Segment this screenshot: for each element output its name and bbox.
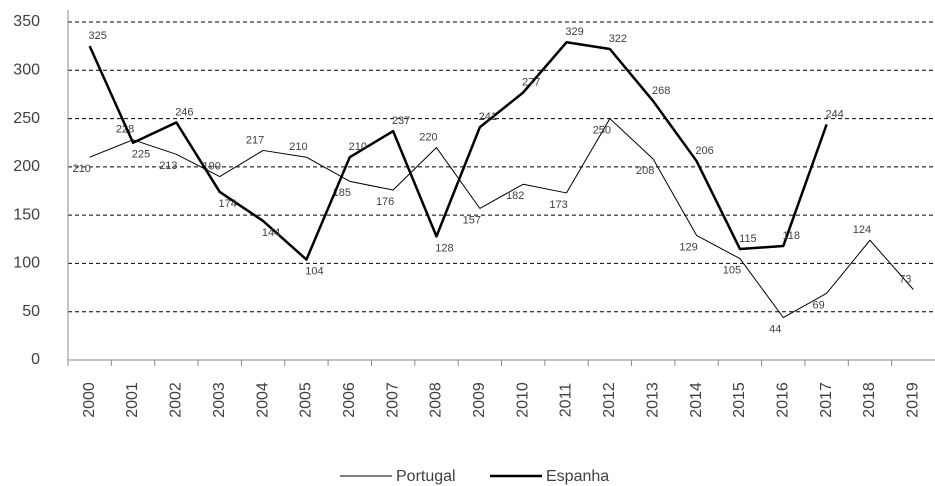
x-tick-label: 2008 [428,382,445,418]
legend-label: Portugal [396,468,456,485]
data-label: 329 [565,26,583,38]
x-tick-label: 2002 [168,382,185,418]
data-label: 277 [522,76,540,88]
data-label: 104 [305,265,323,277]
x-tick-label: 2012 [601,382,618,418]
x-tick-label: 2003 [211,382,228,418]
data-label: 268 [652,85,670,97]
y-tick-label: 150 [13,206,40,223]
data-label: 206 [695,145,713,157]
data-label: 244 [825,108,843,120]
data-label: 213 [159,160,177,172]
x-tick-label: 2011 [558,383,575,418]
x-tick-label: 2016 [774,382,791,418]
series-line [88,41,828,261]
x-tick-label: 2018 [861,382,878,418]
series-line [89,118,914,319]
data-label: 157 [463,214,481,226]
data-label: 173 [549,199,567,211]
y-tick-label: 0 [31,351,40,368]
legend-label: Espanha [546,468,609,485]
data-label: 322 [609,33,627,45]
y-tick-label: 200 [13,158,40,175]
data-label: 217 [246,134,264,146]
x-tick-label: 2005 [298,382,315,418]
data-label: 118 [783,230,801,242]
data-label: 124 [853,224,871,236]
y-tick-label: 50 [22,303,40,320]
data-label: 115 [739,233,757,245]
data-label: 176 [376,196,394,208]
x-tick-label: 2015 [731,382,748,418]
data-label: 220 [419,131,437,143]
data-label: 185 [333,187,351,199]
x-tick-label: 2000 [81,382,98,418]
data-label: 128 [435,242,453,254]
data-label: 174 [219,198,237,210]
y-tick-label: 350 [13,13,40,30]
x-tick-label: 2017 [818,382,835,418]
data-label: 73 [899,273,911,285]
data-label: 105 [723,265,741,277]
x-tick-label: 2010 [514,382,531,418]
y-tick-label: 100 [13,255,40,272]
data-label: 182 [506,190,524,202]
data-label: 210 [349,141,367,153]
data-label: 250 [593,124,611,136]
x-tick-label: 2006 [341,382,358,418]
x-tick-label: 2001 [124,382,141,418]
x-tick-label: 2004 [254,382,271,418]
data-label: 241 [479,111,497,123]
data-label: 225 [132,149,150,161]
data-label: 210 [72,163,90,175]
y-tick-label: 300 [13,62,40,79]
data-label: 144 [262,227,280,239]
x-tick-label: 2013 [644,382,661,418]
data-label: 129 [679,241,697,253]
y-tick-label: 250 [13,110,40,127]
data-label: 208 [636,165,654,177]
data-label: 69 [813,299,825,311]
x-tick-label: 2007 [384,382,401,418]
data-label: 44 [769,323,781,335]
x-tick-label: 2019 [905,382,922,418]
data-label: 246 [175,106,193,118]
x-tick-label: 2014 [688,382,705,418]
x-tick-label: 2009 [471,382,488,418]
data-label: 325 [88,30,106,42]
data-label: 237 [392,115,410,127]
data-label: 210 [289,141,307,153]
